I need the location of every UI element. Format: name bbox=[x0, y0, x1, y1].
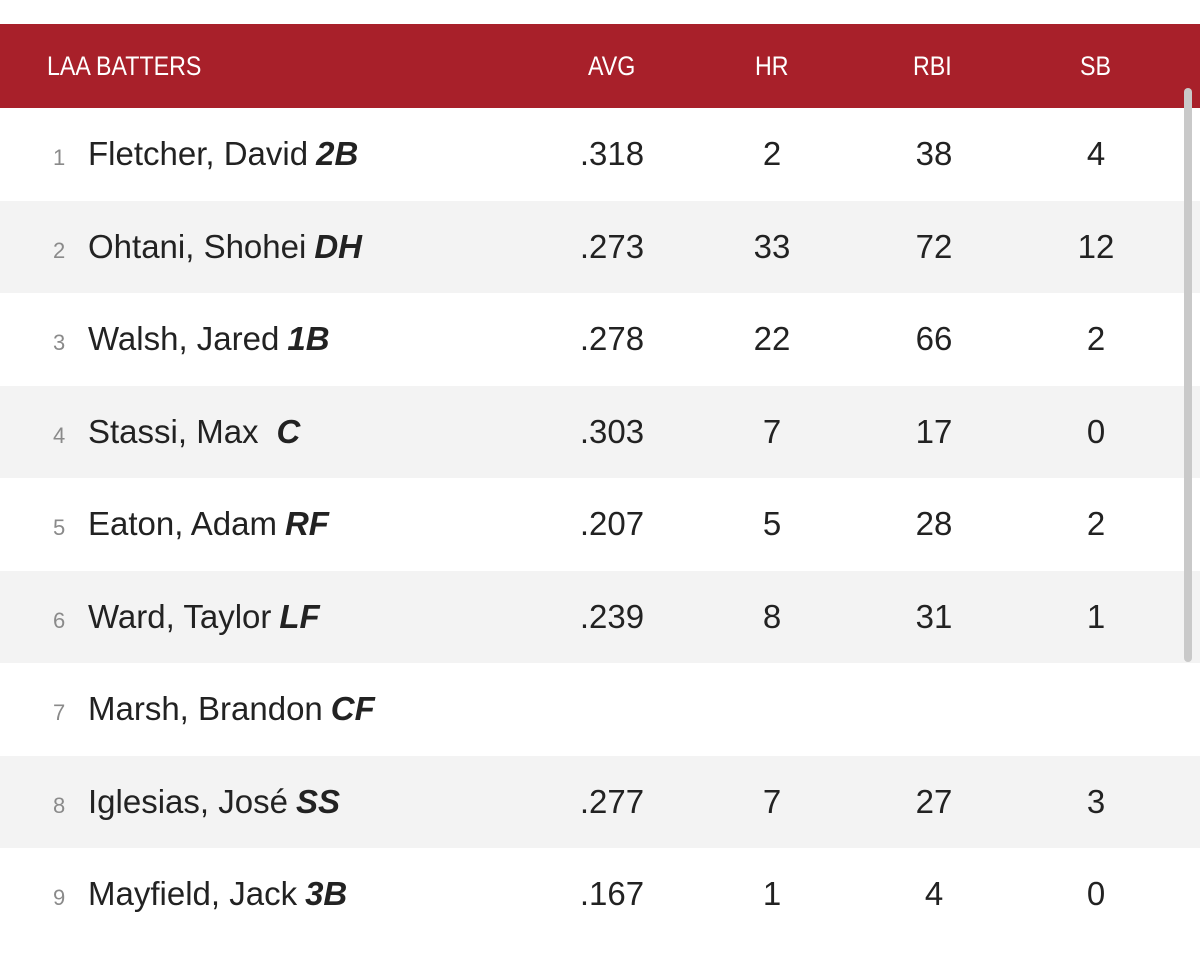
batting-order: 1 bbox=[53, 145, 66, 170]
stat-sb: 3 bbox=[1086, 782, 1106, 820]
batting-order: 7 bbox=[53, 700, 66, 725]
stat-avg: .303 bbox=[579, 412, 645, 450]
stat-avg: .273 bbox=[579, 227, 645, 265]
stat-sb: 2 bbox=[1086, 505, 1106, 542]
player-position: SS bbox=[295, 782, 340, 820]
player-position: DH bbox=[314, 227, 362, 265]
stat-avg: .239 bbox=[579, 597, 645, 635]
table-header: LAA BATTERS AVG HR RBI SB bbox=[0, 24, 1200, 108]
player-name: Ohtani, Shohei bbox=[88, 227, 307, 265]
player-name-link[interactable]: Fletcher, David 2B bbox=[88, 108, 358, 200]
player-name-link[interactable]: Iglesias, José SS bbox=[88, 756, 340, 848]
column-header-rbi[interactable]: RBI bbox=[913, 51, 952, 81]
player-name-link[interactable]: Walsh, Jared 1B bbox=[88, 293, 330, 385]
stat-sb: 12 bbox=[1077, 227, 1115, 265]
player-name: Marsh, Brandon bbox=[88, 690, 323, 727]
stat-rbi: 66 bbox=[915, 320, 953, 357]
stat-hr: 5 bbox=[762, 505, 782, 542]
stat-rbi: 72 bbox=[915, 227, 953, 265]
stat-avg: .318 bbox=[579, 135, 645, 172]
batting-order: 9 bbox=[53, 885, 66, 910]
stat-sb bbox=[1036, 663, 1156, 755]
stat-avg: .278 bbox=[579, 320, 645, 357]
player-name-link[interactable]: Mayfield, Jack 3B bbox=[88, 848, 347, 940]
column-header-sb[interactable]: SB bbox=[1080, 51, 1111, 81]
stat-rbi: 28 bbox=[915, 505, 953, 542]
stat-avg: .277 bbox=[579, 782, 645, 820]
player-name-link[interactable]: Stassi, Max C bbox=[88, 386, 300, 478]
player-name-link[interactable]: Marsh, Brandon CF bbox=[88, 663, 375, 755]
stat-hr: 22 bbox=[753, 320, 791, 357]
table-row[interactable]: 6 Ward, Taylor LF .239 8 31 1 bbox=[0, 570, 1200, 663]
stat-hr: 8 bbox=[762, 597, 782, 635]
column-header-avg[interactable]: AVG bbox=[588, 51, 636, 81]
batting-order: 5 bbox=[53, 515, 66, 540]
player-name: Stassi, Max bbox=[88, 412, 259, 450]
player-name-link[interactable]: Eaton, Adam RF bbox=[88, 478, 329, 570]
scrollbar-thumb[interactable] bbox=[1184, 88, 1192, 662]
batting-order: 8 bbox=[53, 792, 66, 818]
stat-hr: 7 bbox=[762, 412, 782, 450]
column-header-hr[interactable]: HR bbox=[755, 51, 789, 81]
table-row[interactable]: 5 Eaton, Adam RF .207 5 28 2 bbox=[0, 478, 1200, 571]
stat-rbi: 4 bbox=[924, 875, 944, 912]
table-row[interactable]: 3 Walsh, Jared 1B .278 22 66 2 bbox=[0, 293, 1200, 386]
table-row[interactable]: 8 Iglesias, José SS .277 7 27 3 bbox=[0, 755, 1200, 848]
stat-rbi: 27 bbox=[915, 782, 953, 820]
stat-hr: 7 bbox=[762, 782, 782, 820]
stat-avg bbox=[552, 663, 672, 755]
stat-avg: .167 bbox=[579, 875, 645, 912]
table-row[interactable]: 9 Mayfield, Jack 3B .167 1 4 0 bbox=[0, 848, 1200, 941]
batting-order: 6 bbox=[53, 607, 66, 633]
stat-hr bbox=[712, 663, 832, 755]
player-name: Mayfield, Jack bbox=[88, 875, 298, 912]
batting-order: 3 bbox=[53, 330, 66, 355]
batting-order: 2 bbox=[53, 237, 66, 263]
player-position: C bbox=[276, 412, 301, 450]
vertical-scrollbar[interactable] bbox=[1184, 88, 1200, 688]
player-name: Walsh, Jared bbox=[88, 320, 280, 357]
table-row[interactable]: 2 Ohtani, Shohei DH .273 33 72 12 bbox=[0, 200, 1200, 293]
stat-hr: 2 bbox=[762, 135, 782, 172]
stat-sb: 4 bbox=[1086, 135, 1106, 172]
player-name: Ward, Taylor bbox=[88, 597, 272, 635]
table-row[interactable]: 4 Stassi, Max C .303 7 17 0 bbox=[0, 385, 1200, 478]
stat-hr: 33 bbox=[753, 227, 791, 265]
player-name-link[interactable]: Ohtani, Shohei DH bbox=[88, 201, 362, 293]
batting-order: 4 bbox=[53, 422, 66, 448]
table-row[interactable]: 7 Marsh, Brandon CF bbox=[0, 663, 1200, 756]
stat-sb: 0 bbox=[1086, 412, 1106, 450]
player-position: 3B bbox=[305, 875, 348, 912]
player-name-link[interactable]: Ward, Taylor LF bbox=[88, 571, 320, 663]
stat-rbi: 31 bbox=[915, 597, 953, 635]
player-name: Fletcher, David bbox=[88, 135, 309, 172]
stat-sb: 0 bbox=[1086, 875, 1106, 912]
player-position: 2B bbox=[316, 135, 359, 172]
team-batters-title: LAA BATTERS bbox=[47, 51, 202, 81]
player-name: Eaton, Adam bbox=[88, 505, 277, 542]
stat-rbi bbox=[874, 663, 994, 755]
batters-table-body: 1 Fletcher, David 2B .318 2 38 4 2 Ohtani… bbox=[0, 108, 1200, 941]
player-position: LF bbox=[279, 597, 320, 635]
player-position: 1B bbox=[287, 320, 330, 357]
player-name: Iglesias, José bbox=[88, 782, 288, 820]
stat-avg: .207 bbox=[579, 505, 645, 542]
stat-rbi: 38 bbox=[915, 135, 953, 172]
player-position: CF bbox=[330, 690, 375, 727]
table-row[interactable]: 1 Fletcher, David 2B .318 2 38 4 bbox=[0, 108, 1200, 201]
stat-sb: 1 bbox=[1086, 597, 1106, 635]
stat-sb: 2 bbox=[1086, 320, 1106, 357]
stat-rbi: 17 bbox=[915, 412, 953, 450]
stat-hr: 1 bbox=[762, 875, 782, 912]
player-position: RF bbox=[284, 505, 329, 542]
